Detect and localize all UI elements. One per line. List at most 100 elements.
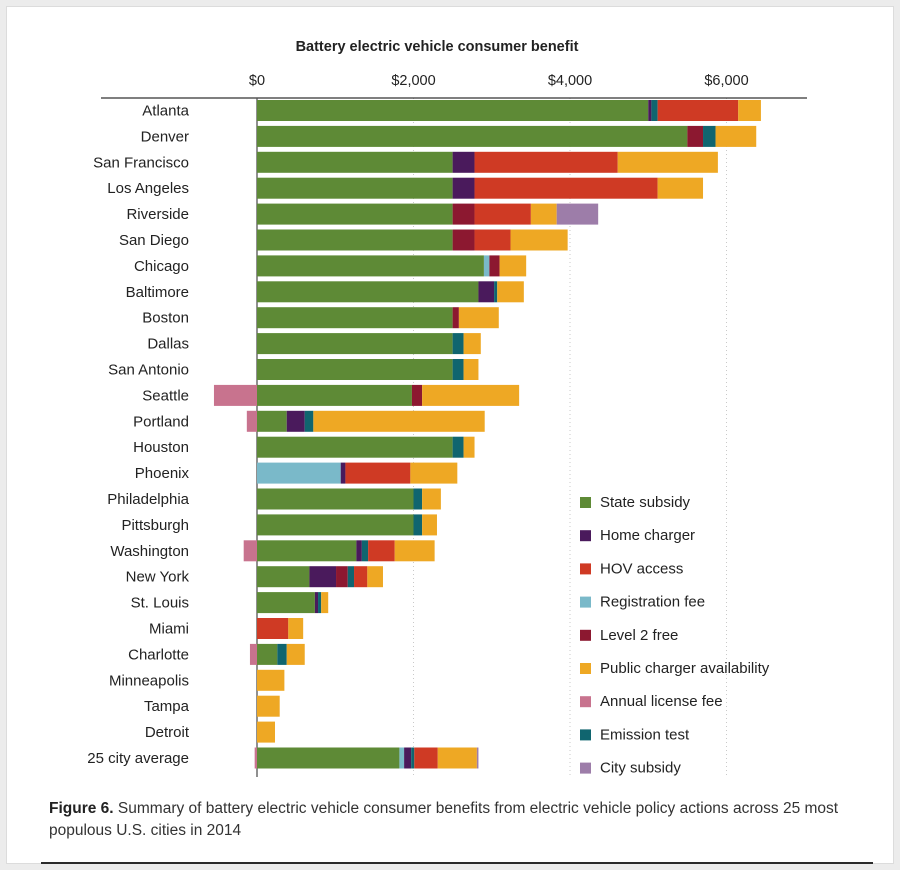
- bar-state-subsidy: [257, 359, 453, 380]
- legend-swatch: [580, 729, 591, 741]
- legend-label: Registration fee: [600, 594, 705, 611]
- category-label: Houston: [133, 439, 189, 456]
- bar-hov-access: [474, 203, 531, 225]
- bar-hov-access: [474, 151, 618, 173]
- bar-home-charger: [478, 281, 495, 303]
- bar-public-charger-availability: [463, 436, 475, 458]
- bar-emission-test: [413, 488, 423, 510]
- bar-public-charger-availability: [394, 540, 435, 562]
- chart: Battery electric vehicle consumer benefi…: [87, 39, 807, 777]
- bar-state-subsidy: [257, 747, 400, 769]
- legend-swatch: [580, 629, 591, 641]
- bar-emission-test: [347, 566, 355, 588]
- legend-label: Home charger: [600, 527, 695, 544]
- legend-swatch: [580, 696, 591, 708]
- bar-hov-access: [368, 540, 395, 562]
- bar-public-charger-availability: [422, 514, 437, 536]
- category-label: Denver: [141, 128, 189, 145]
- bar-emission-test: [304, 410, 314, 432]
- bar-public-charger-availability: [497, 281, 524, 303]
- bar-public-charger-availability: [530, 203, 557, 225]
- bar-level-2-free: [452, 203, 475, 225]
- bar-public-charger-availability: [715, 125, 757, 147]
- legend-label: State subsidy: [600, 494, 691, 511]
- bar-level-2-free: [336, 566, 348, 588]
- bar-state-subsidy: [257, 436, 453, 458]
- bar-state-subsidy: [257, 540, 357, 562]
- bar-level-2-free: [687, 125, 704, 147]
- figure-card: Battery electric vehicle consumer benefi…: [6, 6, 894, 864]
- legend-label: Public charger availability: [600, 660, 770, 677]
- bar-public-charger-availability: [463, 359, 479, 380]
- category-label: Phoenix: [135, 465, 190, 482]
- legend-swatch: [580, 596, 591, 608]
- category-label: Chicago: [134, 258, 189, 275]
- bar-hov-access: [257, 618, 289, 639]
- bar-registration-fee: [257, 462, 341, 484]
- category-label: St. Louis: [131, 595, 189, 612]
- bar-annual-license-fee: [246, 410, 257, 432]
- bar-public-charger-availability: [738, 100, 761, 121]
- bar-public-charger-availability: [257, 669, 285, 691]
- category-label: San Francisco: [93, 154, 189, 171]
- bar-public-charger-availability: [657, 177, 704, 199]
- bar-public-charger-availability: [410, 462, 458, 484]
- category-label: Philadelphia: [107, 491, 189, 508]
- bar-state-subsidy: [257, 100, 649, 121]
- category-label: Charlotte: [128, 646, 189, 663]
- bar-emission-test: [703, 125, 716, 147]
- bar-hov-access: [414, 747, 438, 769]
- bar-public-charger-availability: [288, 618, 304, 639]
- caption-label: Figure 6.: [49, 800, 114, 817]
- bar-emission-test: [318, 592, 322, 614]
- bar-state-subsidy: [257, 125, 688, 147]
- category-label: Miami: [149, 621, 189, 638]
- bar-public-charger-availability: [422, 384, 520, 406]
- bar-hov-access: [657, 100, 739, 121]
- bar-emission-test: [452, 436, 464, 458]
- bar-state-subsidy: [257, 177, 453, 199]
- bar-public-charger-availability: [499, 255, 527, 277]
- category-label: New York: [126, 569, 190, 586]
- legend-label: Annual license fee: [600, 693, 723, 710]
- legend-label: HOV access: [600, 560, 683, 577]
- bar-home-charger: [356, 540, 362, 562]
- bar-emission-test: [494, 281, 498, 303]
- bar-annual-license-fee: [254, 747, 257, 769]
- bar-emission-test: [452, 333, 464, 355]
- bar-public-charger-availability: [437, 747, 477, 769]
- bar-state-subsidy: [257, 410, 287, 432]
- category-label: Minneapolis: [109, 672, 189, 689]
- bar-emission-test: [413, 514, 423, 536]
- legend-swatch: [580, 762, 591, 774]
- bar-emission-test: [277, 643, 287, 665]
- bar-emission-test: [651, 100, 658, 121]
- bar-state-subsidy: [257, 333, 453, 355]
- bottom-rule: [41, 862, 873, 864]
- bar-emission-test: [411, 747, 415, 769]
- bar-level-2-free: [489, 255, 500, 277]
- bar-state-subsidy: [257, 643, 278, 665]
- bar-state-subsidy: [257, 384, 412, 406]
- bar-emission-test: [361, 540, 369, 562]
- bar-public-charger-availability: [422, 488, 441, 510]
- legend-swatch: [580, 497, 591, 508]
- bars: [213, 100, 761, 769]
- bar-home-charger: [286, 410, 305, 432]
- bar-home-charger: [452, 151, 475, 173]
- x-tick-label: $2,000: [391, 73, 435, 89]
- bar-registration-fee: [483, 255, 490, 277]
- bar-city-subsidy: [476, 747, 479, 769]
- bar-hov-access: [354, 566, 368, 588]
- legend-swatch: [580, 663, 591, 674]
- bar-level-2-free: [452, 307, 459, 329]
- category-label: San Diego: [119, 232, 189, 249]
- bar-home-charger: [452, 177, 475, 199]
- category-label: San Antonio: [108, 362, 189, 379]
- category-label: Dallas: [147, 336, 189, 353]
- legend: State subsidy Home charger HOV access Regis…: [580, 494, 770, 777]
- category-labels: Atlanta Denver San Francisco Los Angeles Riv…: [87, 103, 190, 768]
- bar-public-charger-availability: [458, 307, 499, 329]
- bar-annual-license-fee: [243, 540, 257, 562]
- bar-state-subsidy: [257, 281, 479, 303]
